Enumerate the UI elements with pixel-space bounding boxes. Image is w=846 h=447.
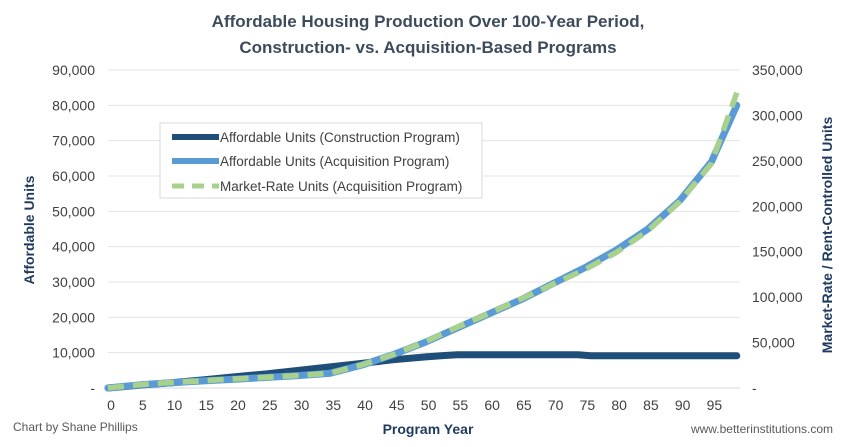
credit-website: www.betterinstitutions.com: [690, 422, 833, 436]
x-axis-title: Program Year: [383, 421, 474, 437]
x-tick-label: 25: [262, 397, 278, 413]
y-right-tick-label: 350,000: [752, 62, 803, 78]
credit-author: Chart by Shane Phillips: [13, 420, 138, 434]
x-tick-label: 50: [421, 397, 437, 413]
y-left-tick-label: 70,000: [52, 133, 95, 149]
x-tick-label: 55: [453, 397, 469, 413]
y-left-tick-label: 80,000: [52, 97, 95, 113]
y-left-tick-label: 10,000: [52, 345, 95, 361]
y-right-tick-label: 50,000: [752, 335, 795, 351]
x-tick-label: 5: [139, 397, 147, 413]
y-right-tick-label: 100,000: [752, 289, 803, 305]
y-left-tick-label: 30,000: [52, 274, 95, 290]
x-tick-label: 60: [484, 397, 500, 413]
right-axis-tick-labels: - 50,000 100,000 150,000 200,000 250,000 300,0…: [752, 62, 803, 396]
legend-label-acquisition: Affordable Units (Acquisition Program): [220, 154, 449, 169]
y-right-tick-label: -: [752, 380, 757, 396]
series-market-rate-line: [107, 91, 740, 391]
legend: Affordable Units (Construction Program) …: [159, 122, 483, 199]
x-tick-label: 45: [389, 397, 405, 413]
y-left-tick-label: 40,000: [52, 239, 95, 255]
y-right-tick-label: 300,000: [752, 107, 803, 123]
x-tick-label: 75: [580, 397, 596, 413]
y-left-tick-label: 90,000: [52, 62, 95, 78]
x-tick-label: 35: [326, 397, 342, 413]
x-axis-tick-labels: 0 5 10 15 20 25 30 35 40 45 50 55 60 65 70 75 80 85 90 95: [107, 397, 722, 413]
x-tick-label: 90: [675, 397, 691, 413]
x-tick-label: 30: [294, 397, 310, 413]
y-left-tick-label: 20,000: [52, 309, 95, 325]
gridlines: [108, 69, 740, 354]
chart-title-line-2: Construction- vs. Acquisition-Based Prog…: [239, 38, 616, 57]
x-tick-label: 65: [516, 397, 532, 413]
legend-label-market-rate: Market-Rate Units (Acquisition Program): [220, 179, 462, 194]
x-tick-label: 80: [611, 397, 627, 413]
y-left-tick-label: 50,000: [52, 203, 95, 219]
y-left-tick-label: 60,000: [52, 168, 95, 184]
series-lines: [104, 91, 741, 392]
x-tick-label: 20: [230, 397, 246, 413]
chart-title-line-1: Affordable Housing Production Over 100-Y…: [212, 12, 645, 31]
x-tick-label: 70: [548, 397, 564, 413]
y-right-tick-label: 250,000: [752, 153, 803, 169]
x-tick-label: 40: [357, 397, 373, 413]
y-right-tick-label: 150,000: [752, 244, 803, 260]
x-tick-label: 95: [707, 397, 723, 413]
x-tick-label: 15: [198, 397, 214, 413]
y-axis-right-title: Market-Rate / Rent-Controlled Units: [819, 117, 835, 354]
left-axis-tick-labels: - 10,000 20,000 30,000 40,000 50,000 60,000 70,…: [52, 62, 95, 396]
y-right-tick-label: 200,000: [752, 198, 803, 214]
y-axis-left-title: Affordable Units: [21, 175, 37, 284]
legend-label-construction: Affordable Units (Construction Program): [220, 130, 460, 145]
y-left-tick-label: -: [90, 380, 95, 396]
x-tick-label: 0: [107, 397, 115, 413]
x-tick-label: 10: [167, 397, 183, 413]
x-tick-label: 85: [643, 397, 659, 413]
